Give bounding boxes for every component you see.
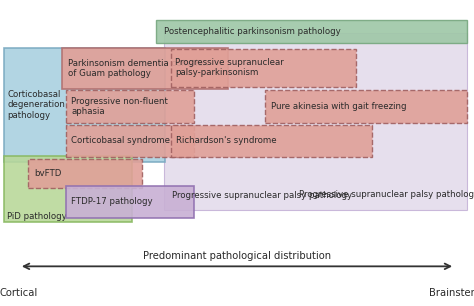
Text: Progressive supranuclear
palsy-parkinsonism: Progressive supranuclear palsy-parkinson…	[175, 58, 284, 77]
Text: FTDP-17 pathology: FTDP-17 pathology	[71, 197, 153, 207]
Text: Corticobasal syndrome: Corticobasal syndrome	[71, 136, 170, 145]
Text: Richardson's syndrome: Richardson's syndrome	[176, 136, 277, 145]
Text: Cortical: Cortical	[0, 288, 38, 298]
Bar	[66, 186, 194, 218]
Bar	[4, 155, 132, 222]
Bar	[171, 49, 356, 87]
Bar	[171, 125, 372, 157]
Bar	[4, 48, 165, 162]
Text: PiD pathology: PiD pathology	[7, 212, 67, 221]
Text: Parkinsonism dementia complex
of Guam pathology: Parkinsonism dementia complex of Guam pa…	[68, 59, 208, 78]
Text: bvFTD: bvFTD	[34, 170, 62, 178]
Bar	[66, 90, 194, 123]
Text: Pure akinesia with gait freezing: Pure akinesia with gait freezing	[271, 102, 407, 111]
Bar	[66, 125, 194, 157]
Bar	[164, 33, 467, 210]
Text: Predominant pathological distribution: Predominant pathological distribution	[143, 251, 331, 261]
Bar	[156, 20, 467, 43]
Bar	[265, 90, 467, 123]
Text: Progressive supranuclear palsy pathology: Progressive supranuclear palsy pathology	[299, 190, 474, 199]
Text: Progressive supranuclear palsy pathology: Progressive supranuclear palsy pathology	[172, 191, 352, 200]
Text: Progressive non-fluent
aphasia: Progressive non-fluent aphasia	[71, 97, 168, 116]
Text: Brainstem: Brainstem	[429, 288, 474, 298]
Bar	[28, 159, 142, 188]
Text: Corticobasal
degeneration
pathology: Corticobasal degeneration pathology	[7, 90, 65, 120]
Bar	[62, 48, 228, 89]
Text: Postencephalitic parkinsonism pathology: Postencephalitic parkinsonism pathology	[164, 27, 340, 36]
